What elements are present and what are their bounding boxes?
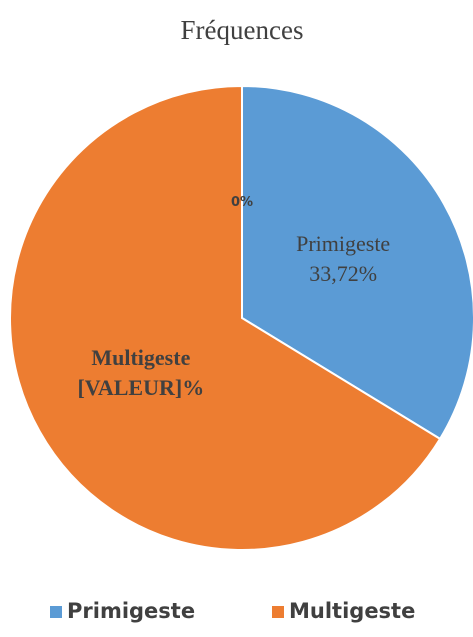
data-label: Primigeste 33,72% <box>296 231 390 286</box>
legend-label: Multigeste <box>289 599 415 623</box>
data-label: Multigeste [VALEUR]% <box>77 345 204 400</box>
data-label-value: 33,72% <box>309 261 377 286</box>
data-label: 0% <box>231 195 253 210</box>
legend-label: Primigeste <box>67 599 195 623</box>
data-label-value: 0% <box>231 195 253 210</box>
legend-swatch <box>50 606 62 618</box>
data-label-value: [VALEUR]% <box>77 375 204 400</box>
pie-slice <box>9 84 442 551</box>
legend-swatch <box>272 606 284 618</box>
data-label-category: Multigeste <box>91 345 190 370</box>
pie-slice <box>241 84 473 441</box>
data-label-category: Primigeste <box>296 231 390 256</box>
chart-title: Fréquences <box>181 15 304 45</box>
